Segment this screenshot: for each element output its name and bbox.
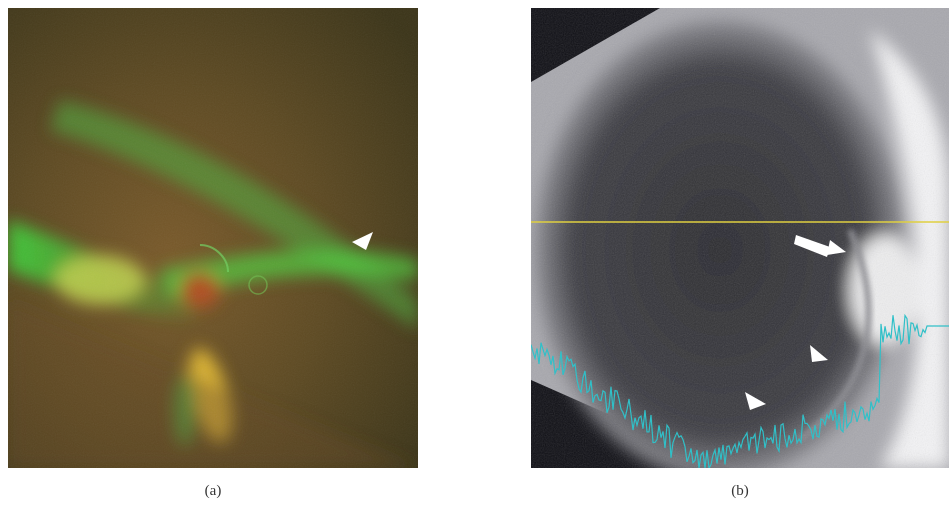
arrowhead (352, 232, 373, 250)
fundus-photo (8, 8, 418, 468)
arrow (794, 235, 830, 257)
ultrasound (531, 8, 949, 468)
panel-label: (a) (205, 483, 222, 499)
arrowhead (745, 392, 766, 410)
panel-label: (b) (731, 483, 749, 499)
arrowhead (810, 345, 828, 362)
